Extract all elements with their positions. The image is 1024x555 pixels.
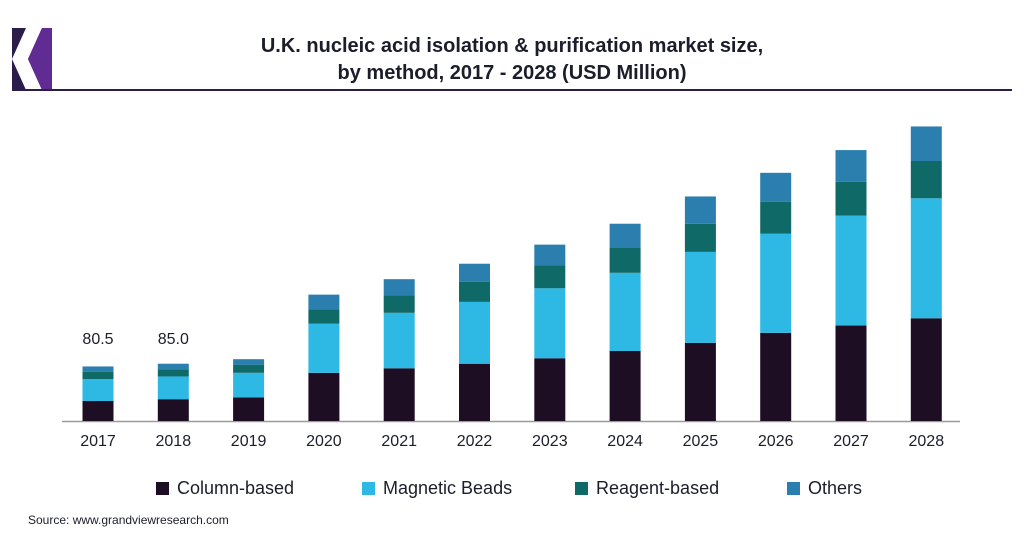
legend-label-reagent-based: Reagent-based [596, 478, 720, 498]
bar-column-based-2017 [82, 401, 114, 421]
header-divider [12, 89, 1012, 91]
legend-swatch-others [787, 482, 800, 495]
legend-item-column-based: Column-based [156, 478, 294, 499]
legend-swatch-reagent-based [575, 482, 588, 495]
bar-magnetic-beads-2022 [459, 301, 490, 364]
x-tick-label-2025: 2025 [683, 433, 719, 450]
bar-reagent-based-2025 [684, 223, 716, 252]
bar-magnetic-beads-2021 [383, 312, 415, 369]
x-tick-label-2023: 2023 [532, 433, 568, 450]
x-tick-label-2024: 2024 [607, 433, 643, 450]
x-tick-label-2020: 2020 [306, 433, 342, 450]
bar-magnetic-beads-2024 [609, 272, 641, 351]
bar-column-based-2028 [910, 318, 942, 421]
bar-column-based-2019 [233, 397, 265, 421]
x-tick-label-2021: 2021 [381, 433, 417, 450]
bar-column-based-2020 [308, 372, 340, 421]
grand-view-logo-icon [12, 28, 52, 90]
legend-label-magnetic-beads: Magnetic Beads [383, 478, 513, 498]
bar-column-based-2023 [534, 358, 566, 421]
legend-item-others: Others [787, 478, 862, 499]
bar-reagent-based-2028 [910, 161, 942, 199]
legend-swatch-column-based [156, 482, 169, 495]
x-tick-label-2027: 2027 [833, 433, 869, 450]
legend-label-column-based: Column-based [177, 478, 295, 498]
bar-others-2021 [383, 279, 415, 296]
bar-magnetic-beads-2017 [82, 379, 114, 401]
bar-magnetic-beads-2020 [308, 323, 340, 373]
bar-reagent-based-2018 [157, 369, 189, 377]
bar-column-based-2018 [157, 399, 189, 421]
source-note: Source: www.grandviewresearch.com [28, 513, 229, 527]
legend-label-others: Others [808, 478, 863, 498]
bar-others-2018 [157, 363, 189, 370]
bar-others-2025 [684, 196, 716, 224]
bar-magnetic-beads-2023 [534, 288, 566, 359]
bar-magnetic-beads-2028 [910, 198, 942, 319]
bar-reagent-based-2023 [534, 265, 566, 289]
x-tick-label-2019: 2019 [231, 433, 267, 450]
bar-reagent-based-2026 [760, 201, 792, 234]
bar-column-based-2027 [835, 325, 867, 421]
bar-reagent-based-2027 [835, 181, 867, 216]
bar-reagent-based-2022 [459, 281, 490, 302]
bar-others-2017 [82, 366, 114, 372]
bar-others-2023 [534, 244, 566, 266]
chart-title-line-1: U.K. nucleic acid isolation & purificati… [260, 35, 764, 57]
x-tick-label-2022: 2022 [457, 433, 493, 450]
bar-others-2027 [835, 150, 867, 182]
x-tick-label-2018: 2018 [156, 433, 192, 450]
bar-column-based-2025 [684, 342, 716, 421]
stacked-bar-chart: 2017 2018 2019 2020 2021 2022 2023 2024 2025 2026… [62, 126, 960, 450]
legend-swatch-magnetic-beads [362, 482, 375, 495]
bar-others-2019 [233, 359, 265, 365]
bar-others-2022 [459, 263, 490, 282]
x-tick-label-2028: 2028 [909, 433, 945, 450]
x-tick-label-2026: 2026 [758, 433, 794, 450]
bar-magnetic-beads-2025 [684, 251, 716, 343]
bar-magnetic-beads-2019 [233, 372, 265, 398]
bar-magnetic-beads-2027 [835, 215, 867, 326]
bar-column-based-2026 [760, 332, 792, 421]
bar-reagent-based-2017 [82, 371, 114, 380]
bar-column-based-2024 [609, 351, 641, 421]
legend-item-reagent-based: Reagent-based [575, 478, 719, 499]
bar-others-2024 [609, 223, 641, 248]
legend-item-magnetic-beads: Magnetic Beads [362, 478, 512, 499]
bar-magnetic-beads-2018 [157, 376, 189, 400]
bar-reagent-based-2024 [609, 247, 641, 273]
bar-column-based-2021 [383, 368, 415, 421]
chart-legend: Column-based Magnetic Beads Reagent-base… [0, 478, 1024, 502]
bar-column-based-2022 [459, 363, 490, 421]
data-label-2017: 80.5 [82, 331, 113, 348]
data-label-2018: 85.0 [158, 331, 189, 348]
bar-reagent-based-2020 [308, 309, 340, 324]
bar-others-2020 [308, 294, 340, 310]
bar-reagent-based-2019 [233, 364, 265, 373]
x-tick-label-2017: 2017 [80, 433, 116, 450]
bar-magnetic-beads-2026 [760, 233, 792, 333]
chart-title-line-2: by method, 2017 - 2028 (USD Million) [337, 62, 687, 84]
bar-reagent-based-2021 [383, 295, 415, 313]
bar-others-2028 [910, 126, 942, 161]
bar-others-2026 [760, 172, 792, 202]
